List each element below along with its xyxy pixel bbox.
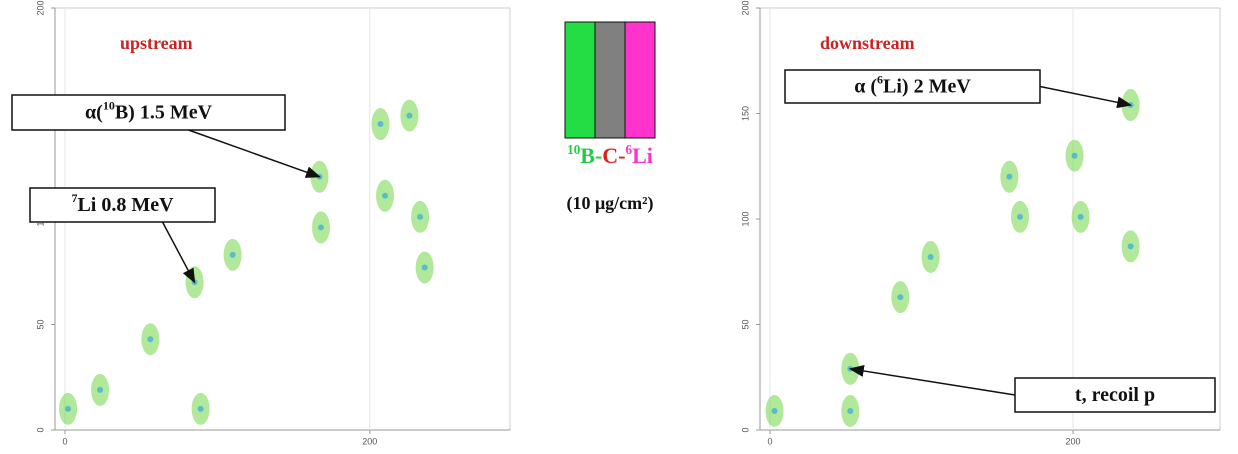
text-part: α( (85, 101, 103, 123)
annotation-box (1014, 377, 1216, 413)
x-tick-label: 200 (362, 436, 377, 446)
annotation-box (784, 69, 1041, 104)
text-part: B (580, 143, 595, 168)
annotation-label: 7Li 0.8 MeV (71, 191, 174, 216)
text-part: - (618, 143, 625, 168)
annotation-label: α(10B) 1.5 MeV (85, 98, 213, 123)
density-core (97, 386, 104, 393)
x-tick-label: 200 (1066, 436, 1081, 446)
text-part: 7 (71, 191, 77, 205)
density-core (417, 213, 424, 220)
y-tick-label: 0 (740, 427, 750, 432)
text-part: 10 (567, 142, 581, 157)
target-layer (594, 21, 626, 139)
density-core (421, 264, 428, 271)
y-tick-label: 0 (35, 427, 45, 432)
x-tick-label: 0 (62, 436, 67, 446)
annotation-arrow (188, 129, 321, 178)
annotation-box (29, 187, 216, 223)
y-tick-label: 100 (740, 211, 750, 226)
density-core (147, 336, 154, 343)
density-core (897, 294, 904, 301)
annotation-box (11, 94, 286, 131)
text-part: - (595, 143, 602, 168)
text-part: B) 1.5 MeV (115, 101, 213, 123)
density-core (65, 405, 72, 412)
annotation-arrow (848, 365, 1016, 396)
density-core (1017, 213, 1023, 220)
y-tick-label: 50 (740, 319, 750, 329)
density-core (1077, 213, 1084, 220)
density-core (406, 112, 413, 119)
annotation-arrow (161, 221, 196, 284)
text-part: t, recoil p (1075, 384, 1155, 406)
density-core (1071, 152, 1078, 159)
density-core (382, 192, 389, 199)
text-part: Li) 2 MeV (883, 75, 971, 97)
text-part: 10 (103, 98, 115, 112)
target-label: 10B-C-6Li (567, 142, 653, 169)
annotation-arrow (1039, 85, 1133, 109)
y-tick-label: 200 (740, 0, 750, 15)
text-part: Li (632, 143, 653, 168)
text-part: Li 0.8 MeV (77, 194, 174, 216)
text-part: 6 (877, 72, 883, 86)
plot-title: upstream (120, 33, 193, 53)
y-tick-label: 50 (35, 319, 45, 329)
annotation-label: α (6Li) 2 MeV (854, 72, 971, 97)
target-layer (624, 21, 656, 139)
text-part: α ( (854, 75, 877, 97)
density-core (377, 121, 384, 128)
density-core (1127, 243, 1134, 250)
density-core (1006, 173, 1013, 180)
density-core (927, 253, 934, 260)
density-core (229, 251, 236, 258)
text-part: 6 (626, 142, 633, 157)
density-core (197, 405, 204, 412)
target-layer (564, 21, 596, 139)
density-core (847, 408, 854, 415)
text-part: C (602, 143, 618, 168)
y-tick-label: 200 (35, 0, 45, 15)
target-thickness: (10 μg/cm²) (566, 193, 653, 214)
density-core (318, 224, 325, 231)
plot-title: downstream (820, 33, 915, 53)
annotation-label: t, recoil p (1075, 384, 1155, 406)
y-tick-label: 150 (740, 106, 750, 121)
x-tick-label: 0 (767, 436, 772, 446)
density-core (771, 408, 778, 415)
